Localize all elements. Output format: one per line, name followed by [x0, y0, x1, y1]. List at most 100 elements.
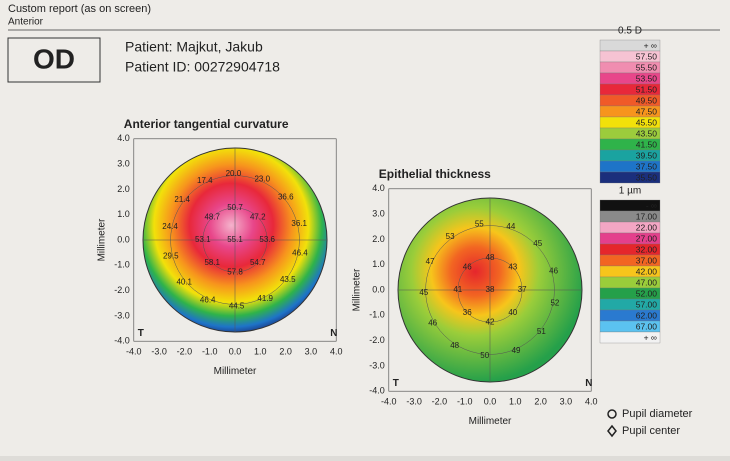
x-tick-label: 3.0 [560, 397, 573, 407]
x-tick-label: -3.0 [151, 347, 167, 357]
map-value: 38 [486, 285, 495, 294]
x-tick-label: 4.0 [330, 347, 343, 357]
y-axis-label: Millimeter [96, 218, 107, 261]
y-tick-label: -1.0 [369, 310, 385, 320]
scale-unit: 0.5 D [618, 26, 642, 37]
scale-label: 67.00 [636, 321, 658, 331]
y-tick-label: 4.0 [117, 133, 130, 143]
map-value: 47 [426, 257, 435, 266]
pupil-diameter-label: Pupil diameter [622, 408, 693, 420]
map-title: Anterior tangential curvature [124, 117, 289, 131]
scale-label: 37.50 [636, 161, 658, 171]
scale-label: 43.50 [636, 128, 658, 138]
map-value: 48 [450, 341, 459, 350]
map-value: 58.1 [204, 258, 220, 267]
pupil-diameter-icon [607, 409, 617, 419]
map-value: 40 [508, 308, 517, 317]
x-axis-label: Millimeter [214, 366, 257, 377]
scale-label: 47.00 [636, 277, 658, 287]
scale-label: 55.50 [636, 62, 658, 72]
y-tick-label: 2.0 [117, 184, 130, 194]
x-tick-label: 2.0 [534, 397, 547, 407]
y-tick-label: -4.0 [114, 336, 130, 346]
map-value: 49 [512, 346, 521, 355]
map-value: 48 [486, 253, 495, 262]
map-value: 55.1 [227, 235, 243, 244]
x-tick-label: 3.0 [305, 347, 318, 357]
map-value: 54.7 [250, 258, 266, 267]
x-tick-label: -1.0 [202, 347, 218, 357]
scale-label: 35.50 [636, 172, 658, 182]
x-tick-label: -3.0 [406, 397, 422, 407]
pupil-center-label: Pupil center [622, 425, 680, 437]
map-value: 43 [508, 262, 517, 271]
x-tick-label: -4.0 [381, 397, 397, 407]
map-value: 36 [463, 308, 472, 317]
map-value: 37 [518, 285, 527, 294]
y-tick-label: 2.0 [372, 234, 385, 244]
y-tick-label: 1.0 [372, 259, 385, 269]
map-value: 57.8 [227, 267, 243, 276]
y-tick-label: -2.0 [114, 285, 130, 295]
map-value: 55 [475, 220, 484, 229]
map-value: 52 [550, 298, 559, 307]
scale-label: 53.50 [636, 73, 658, 83]
map-value: 17.4 [197, 176, 213, 185]
y-axis-label: Millimeter [351, 268, 362, 311]
scale-label: 52.00 [636, 288, 658, 298]
x-axis-label: Millimeter [469, 416, 512, 427]
scale-label: 37.00 [636, 255, 658, 265]
report-title: Custom report (as on screen) [8, 3, 151, 15]
scale-label: 57.50 [636, 51, 658, 61]
scale-label: 39.50 [636, 150, 658, 160]
scale-swatch [599, 171, 661, 184]
scale-unit: 1 µm [619, 186, 641, 197]
patient-id: Patient ID: 00272904718 [125, 59, 280, 75]
map-value: 53.1 [195, 235, 211, 244]
temporal-marker: T [393, 378, 399, 389]
map-value: 46 [463, 262, 472, 271]
x-tick-label: 0.0 [484, 397, 497, 407]
map-value: 41.9 [257, 294, 273, 303]
map-value: 45 [533, 239, 542, 248]
scale-label: 32.00 [636, 244, 658, 254]
pupil-center-icon [607, 424, 617, 438]
map-value: 21.4 [174, 195, 190, 204]
scale-label: 41.50 [636, 139, 658, 149]
x-tick-label: 1.0 [509, 397, 522, 407]
plot-frame [388, 188, 592, 392]
scale-label: 42.00 [636, 266, 658, 276]
scale-label: 51.50 [636, 84, 658, 94]
patient-name: Patient: Majkut, Jakub [125, 39, 263, 55]
map-value: 50.7 [227, 203, 243, 212]
map-value: 40.1 [176, 278, 192, 287]
map-value: 48.7 [204, 212, 220, 221]
x-tick-label: 0.0 [229, 347, 242, 357]
scale-label: - ∞ [646, 200, 657, 210]
y-tick-label: 4.0 [372, 183, 385, 193]
x-tick-label: -2.0 [177, 347, 193, 357]
scale-label: 49.50 [636, 95, 658, 105]
x-tick-label: -1.0 [457, 397, 473, 407]
map-value: 43.5 [280, 275, 296, 284]
y-tick-label: -3.0 [369, 360, 385, 370]
y-tick-label: -1.0 [114, 260, 130, 270]
temporal-marker: T [138, 328, 144, 339]
map-value: 53.6 [259, 235, 275, 244]
map-value: 23.0 [254, 175, 270, 184]
y-tick-label: 3.0 [117, 158, 130, 168]
y-tick-label: -2.0 [369, 335, 385, 345]
x-tick-label: -4.0 [126, 347, 142, 357]
map-value: 42 [486, 317, 495, 326]
map-value: 46.4 [200, 295, 216, 304]
map-value: 53 [446, 232, 455, 241]
nasal-marker: N [330, 328, 337, 339]
y-tick-label: 0.0 [372, 284, 385, 294]
scale-label: 62.00 [636, 310, 658, 320]
map-value: 46 [549, 267, 558, 276]
map-value: 46 [428, 318, 437, 327]
map-value: 20.0 [226, 169, 242, 178]
scale-label: 57.00 [636, 299, 658, 309]
y-tick-label: 3.0 [372, 208, 385, 218]
